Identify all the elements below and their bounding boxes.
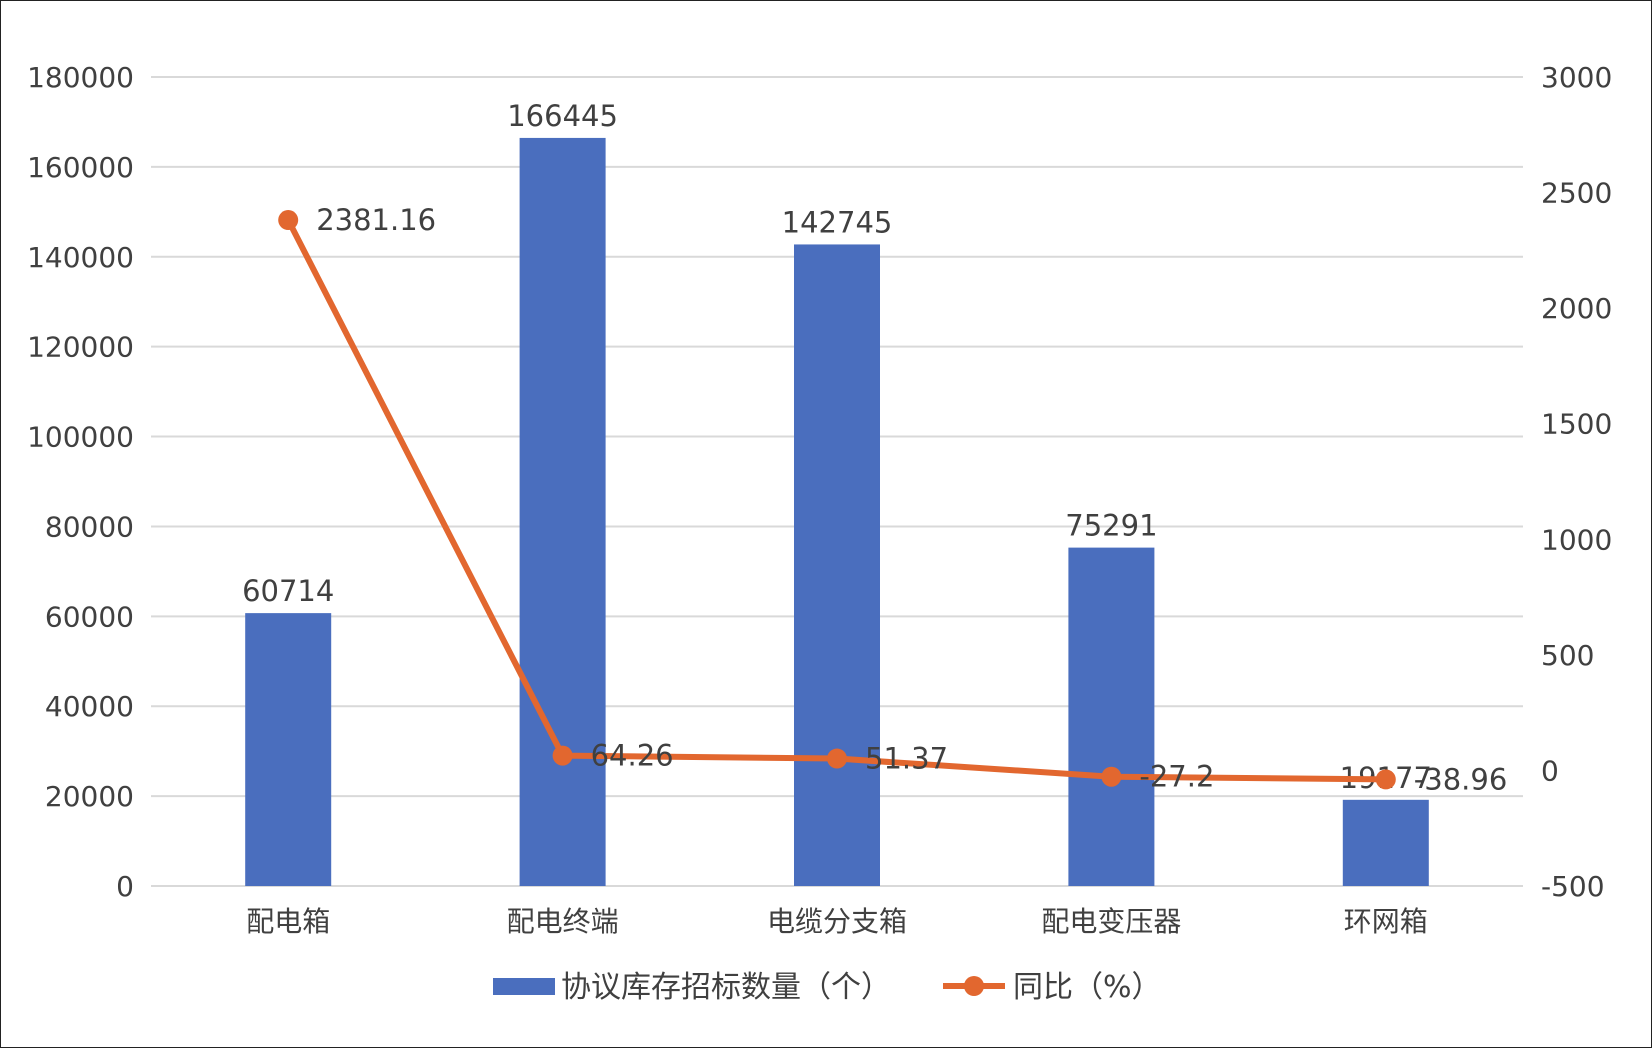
bar-data-label: 75291 (1065, 509, 1157, 543)
bar-data-label: 166445 (507, 99, 618, 133)
legend-line-label: 同比（%） (1013, 970, 1162, 1005)
category-label: 配电变压器 (1041, 905, 1181, 938)
line-data-label: 2381.16 (316, 203, 436, 237)
bar (794, 244, 880, 886)
right-tick-label: 1000 (1541, 523, 1612, 556)
right-tick-label: 0 (1541, 754, 1559, 787)
line-point (1375, 769, 1396, 790)
legend: 协议库存招标数量（个） 同比（%） (493, 970, 1162, 1005)
left-tick-label: 20000 (45, 780, 134, 813)
left-tick-label: 80000 (45, 510, 134, 543)
legend-line-marker (964, 976, 984, 996)
right-tick-label: -500 (1541, 870, 1605, 903)
line-point (827, 748, 847, 769)
category-labels: 配电箱 配电终端 电缆分支箱 配电变压器 环网箱 (246, 905, 1428, 938)
left-tick-label: 100000 (27, 421, 134, 454)
left-tick-label: 140000 (27, 241, 134, 274)
right-axis-ticks: -500 0 500 1000 1500 2000 2500 3000 (1541, 61, 1612, 903)
bar (519, 137, 606, 887)
bar-data-label: 60714 (242, 574, 334, 608)
left-tick-label: 160000 (27, 151, 134, 184)
left-tick-label: 0 (116, 870, 134, 903)
category-label: 环网箱 (1344, 905, 1428, 938)
right-tick-label: 1500 (1541, 408, 1612, 441)
line-series (278, 210, 1396, 790)
left-tick-label: 120000 (27, 331, 134, 364)
legend-bar-swatch (493, 978, 555, 995)
line-data-label: 64.26 (591, 739, 674, 773)
right-tick-label: 2000 (1541, 292, 1612, 325)
line-point (1101, 766, 1122, 787)
bar-data-label: 142745 (782, 205, 893, 239)
left-tick-label: 180000 (27, 61, 134, 94)
right-tick-label: 3000 (1541, 61, 1612, 94)
bar (1068, 547, 1155, 886)
right-tick-label: 500 (1541, 639, 1594, 672)
line-point (552, 745, 573, 766)
left-tick-label: 60000 (45, 600, 134, 633)
line-point (278, 210, 299, 231)
line-data-labels: 2381.16 64.26 51.37 -27.2 -38.96 (316, 203, 1507, 796)
right-tick-label: 2500 (1541, 177, 1612, 210)
bar (1342, 799, 1429, 886)
category-label: 配电终端 (507, 905, 619, 938)
legend-bar-label: 协议库存招标数量（个） (561, 970, 891, 1005)
bar-series (245, 137, 1429, 887)
category-label: 配电箱 (246, 905, 330, 938)
line-data-label: 51.37 (865, 742, 948, 776)
bar-data-labels: 607141664451427457529119177 (242, 99, 1432, 795)
line-data-label: -27.2 (1139, 760, 1214, 794)
bar (245, 613, 332, 886)
line-data-label: -38.96 (1414, 762, 1508, 796)
category-label: 电缆分支箱 (767, 905, 907, 938)
left-axis-ticks: 0 20000 40000 60000 80000 100000 120000 140000 1… (27, 61, 134, 903)
left-tick-label: 40000 (45, 690, 134, 723)
